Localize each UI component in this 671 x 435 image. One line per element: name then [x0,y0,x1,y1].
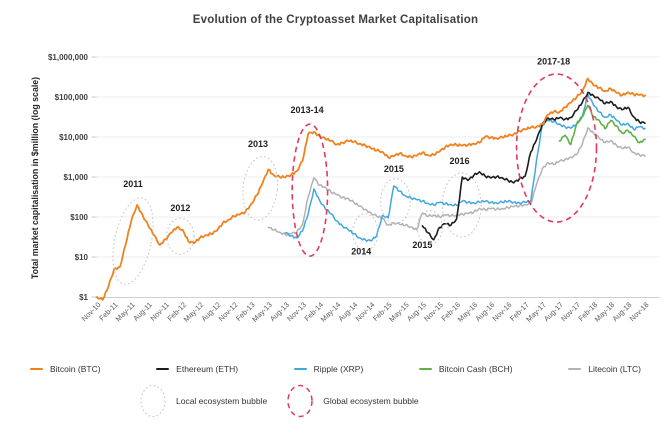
annotation-label: 2013 [248,139,268,149]
legend-item-global-bubble: Global ecosystem bubble [285,382,419,420]
chart-title: Evolution of the Cryptoasset Market Capi… [192,14,479,26]
y-tick-label: $1 [79,293,88,302]
local-ecosystem-bubble [416,210,443,245]
annotation-label: 2015 [384,164,404,174]
legend-item-bitcoin-cash: Bitcoin Cash (BCH) [418,364,513,374]
local-ecosystem-bubble [380,178,411,225]
litecoin-line-marker-icon [568,367,582,371]
local-ecosystem-bubble [352,213,379,252]
crypto-marketcap-chart: Total market capitalisation in $million … [30,53,660,324]
y-tick-label: $10 [75,253,89,262]
ethereum-eth-line [421,91,646,241]
global-bubble-icon [287,384,313,418]
annotation-labels: 2011 2012 2013 2013-14 2014 2015 2015 2016 2017-… [123,56,570,256]
legend-label-litecoin: Litecoin (LTC) [588,364,641,374]
local-ecosystem-bubble [166,217,195,255]
ripple-xrp-line [284,93,646,243]
annotation-label: 2014 [351,247,371,257]
bitcoin-cash-line-marker-icon [418,367,432,371]
bubble-legend: Local ecosystem bubble Global ecosystem … [138,382,419,420]
annotation-label: 2017-18 [537,56,570,66]
legend-label-global-bubble: Global ecosystem bubble [323,396,419,406]
data-series-lines [96,77,646,301]
y-tick-label: $100 [70,213,88,222]
legend-item-ripple: Ripple (XRP) [293,364,364,374]
local-bubble-ellipse [140,384,166,418]
y-axis-title: Total market capitalisation in $million … [30,77,40,279]
x-tick-label: Nov-18 [628,300,651,323]
local-ecosystem-bubble [242,155,279,221]
y-tick-label: $10,000 [59,133,88,142]
bitcoin-btc-line [96,77,646,301]
annotation-label: 2015 [412,240,432,250]
y-tick-label: $1,000 [64,173,89,182]
annotation-label: 2016 [449,156,469,166]
bitcoin-line-marker-icon [30,367,43,371]
annotation-label: 2013-14 [291,105,324,115]
y-tick-label: $1,000,000 [48,53,89,62]
legend-label-ethereum: Ethereum (ETH) [176,364,239,374]
x-tick-label: Nov-10 [80,300,103,323]
global-bubble-ellipse [287,384,313,418]
gridlines [91,56,660,298]
local-ecosystem-bubble [112,197,154,285]
ethereum-line-marker-icon [156,367,170,371]
legend-item-ethereum: Ethereum (ETH) [156,364,238,374]
legend-label-bitcoin-cash: Bitcoin Cash (BCH) [438,364,513,374]
legend-label-ripple: Ripple (XRP) [313,364,364,374]
legend-item-bitcoin: Bitcoin (BTC) [30,364,101,374]
bitcoin-cash-bch-line [558,104,646,146]
series-legend: Bitcoin (BTC) Ethereum (ETH) Ripple (XRP… [0,364,671,374]
legend-label-local-bubble: Local ecosystem bubble [176,396,268,406]
legend-item-local-bubble: Local ecosystem bubble [138,382,267,420]
local-bubble-icon [140,384,166,418]
annotation-bubbles [112,73,598,285]
local-ecosystem-bubble [441,172,482,238]
ripple-line-marker-icon [293,367,307,371]
legend-item-litecoin: Litecoin (LTC) [568,364,641,374]
legend-label-bitcoin: Bitcoin (BTC) [50,364,101,374]
x-axis-tick-labels: Nov-10Feb-11May-11Aug-11Nov-11Feb-12May-… [80,300,651,324]
global-ecosystem-bubble [515,73,598,223]
annotation-label: 2012 [170,203,190,213]
global-ecosystem-bubble [291,123,329,257]
annotation-label: 2011 [123,179,143,189]
y-axis-tick-labels: $1,000,000 $100,000 $10,000 $1,000 $100 $10 $1 [48,53,89,302]
x-tick-label: May-11 [114,300,137,323]
y-tick-label: $100,000 [55,93,89,102]
